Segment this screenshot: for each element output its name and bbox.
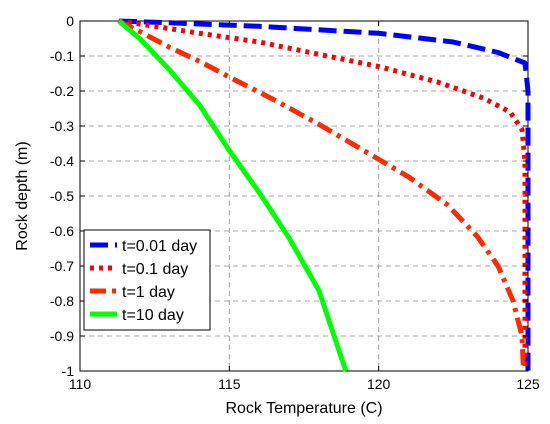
legend-label: t=1 day — [122, 284, 175, 301]
legend: t=0.01 day t=0.1 day t=1 day t=10 day — [83, 229, 211, 331]
series-line-3 — [117, 18, 526, 372]
x-tick-label: 115 — [218, 376, 241, 392]
series-line-4 — [117, 19, 349, 372]
series-line-1 — [118, 18, 531, 371]
series-line-2 — [118, 18, 528, 371]
y-tick-label: -0.3 — [50, 118, 74, 134]
y-tick-label: -1 — [62, 363, 75, 379]
axis-ticks: 110 115 120 125 0 -0.1 -0.2 -0.3 -0.4 -0.5 -0.6 -0.… — [50, 13, 540, 392]
y-tick-label: -0.8 — [50, 293, 74, 309]
y-tick-label: -0.5 — [50, 188, 74, 204]
y-tick-label: -0.9 — [50, 328, 74, 344]
x-tick-label: 125 — [516, 376, 540, 392]
y-tick-label: 0 — [66, 13, 74, 29]
y-tick-label: -0.4 — [50, 153, 74, 169]
y-axis-label: Rock depth (m) — [14, 141, 31, 250]
y-tick-label: -0.2 — [50, 83, 74, 99]
y-tick-label: -0.7 — [50, 258, 74, 274]
legend-label: t=10 day — [122, 307, 184, 324]
x-axis-label: Rock Temperature (C) — [225, 400, 382, 417]
series-lines — [117, 18, 531, 372]
x-tick-label: 120 — [367, 376, 391, 392]
y-tick-label: -0.1 — [50, 48, 74, 64]
legend-label: t=0.01 day — [122, 238, 197, 255]
y-tick-label: -0.6 — [50, 223, 74, 239]
legend-label: t=0.1 day — [122, 261, 188, 278]
x-tick-label: 110 — [69, 376, 92, 392]
